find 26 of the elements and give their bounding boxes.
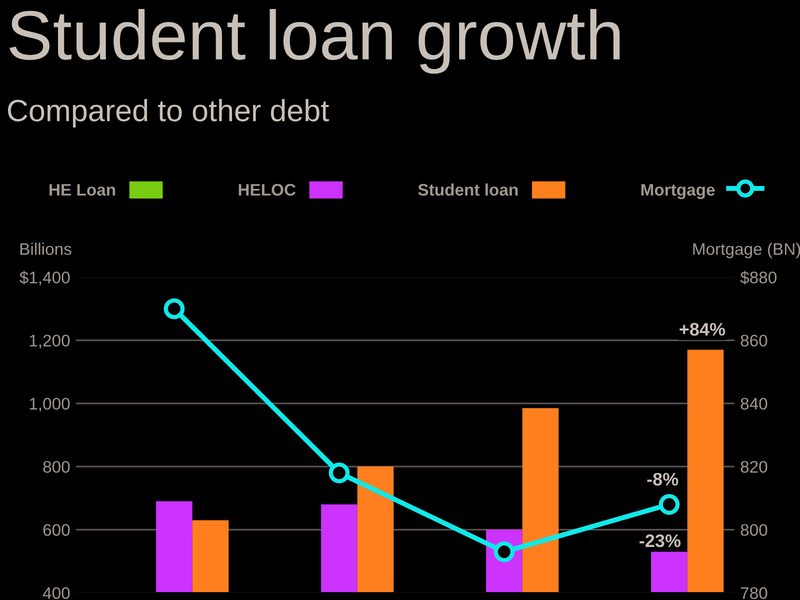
y2-tick-label: 780 [740, 587, 768, 600]
legend-label: HE Loan [50, 184, 116, 196]
y-tick-label: 1,000 [30, 398, 70, 412]
y2-axis-title: Mortgage (BN) [693, 242, 800, 258]
y-tick-label: 1,200 [30, 334, 70, 348]
y2-tick-label: 840 [740, 398, 768, 410]
legend-label: Mortgage [641, 184, 715, 200]
y-tick-label: 800 [43, 460, 70, 473]
chart-title: Student loan growth [10, 9, 620, 74]
annotation: -23% [640, 534, 681, 548]
annotation: -8% [647, 472, 678, 486]
y2-tick-label: 820 [740, 460, 768, 473]
y-tick-label: 600 [43, 524, 70, 536]
point [658, 494, 680, 515]
chart-subtitle: Compared to other debt [8, 99, 329, 128]
y-tick-label: $1,400 [20, 270, 70, 286]
y2-tick-label: $880 [740, 270, 776, 284]
annotation: +84% [680, 322, 726, 336]
legend-label: Student loan [418, 183, 518, 196]
legend-label: HELOC [238, 184, 296, 196]
y2-tick-label: 860 [740, 334, 768, 347]
point [164, 298, 185, 320]
y2-tick-label: 800 [740, 524, 768, 536]
y-axis-title: Billions [20, 242, 72, 255]
point [328, 462, 350, 484]
y-tick-label: 400 [42, 587, 70, 600]
